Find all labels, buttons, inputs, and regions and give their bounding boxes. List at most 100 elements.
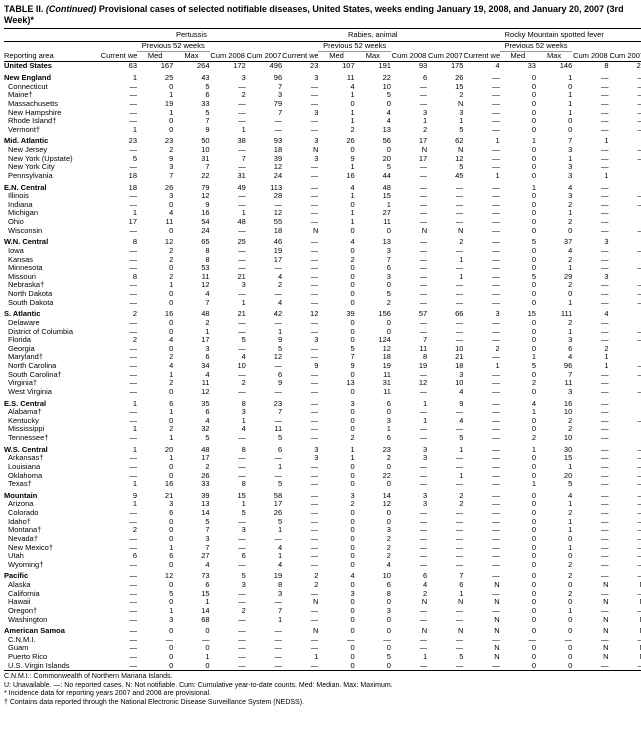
data-cell: 2 xyxy=(173,319,209,328)
footnote-line: * Incidence data for reporting years 200… xyxy=(4,690,641,698)
data-cell: 5 xyxy=(427,126,463,135)
data-cell: 0 xyxy=(318,227,354,236)
data-cell: 2 xyxy=(536,509,572,518)
data-cell: — xyxy=(609,201,641,210)
data-cell: 2 xyxy=(536,319,572,328)
data-cell: 1 xyxy=(609,273,641,282)
data-cell: 16 xyxy=(318,172,354,181)
data-cell: 18 xyxy=(101,184,137,193)
data-cell: 1 xyxy=(427,117,463,126)
data-cell: N xyxy=(609,616,641,625)
data-cell: 0 xyxy=(500,155,536,164)
data-cell: — xyxy=(609,590,641,599)
data-cell: 3 xyxy=(355,526,391,535)
data-cell: — xyxy=(609,109,641,118)
data-cell: N xyxy=(572,598,608,607)
data-cell: 6 xyxy=(101,552,137,561)
data-cell: N xyxy=(427,100,463,109)
area-cell: Arkansas† xyxy=(4,454,101,463)
data-cell: 1 xyxy=(536,463,572,472)
data-cell: 25 xyxy=(210,238,246,247)
table-row: New Hampshire—15—731433—01—— xyxy=(4,109,641,118)
area-cell: New York City xyxy=(4,163,101,172)
data-cell: 1 xyxy=(246,552,282,561)
data-cell: — xyxy=(391,509,427,518)
data-cell: — xyxy=(463,552,499,561)
data-cell: — xyxy=(609,446,641,455)
data-cell: 1 xyxy=(318,454,354,463)
data-cell: — xyxy=(282,273,318,282)
data-cell: — xyxy=(391,172,427,181)
data-cell: — xyxy=(101,281,137,290)
area-cell: Washington xyxy=(4,616,101,625)
disease-header-1: Pertussis xyxy=(101,28,282,42)
data-cell: 2 xyxy=(427,238,463,247)
table-row: District of Columbia—01—1—00———01—— xyxy=(4,328,641,337)
data-cell: — xyxy=(609,91,641,100)
data-cell: 14 xyxy=(173,509,209,518)
data-cell: 1 xyxy=(463,362,499,371)
data-cell: 0 xyxy=(536,552,572,561)
data-cell: 23 xyxy=(355,446,391,455)
data-cell: — xyxy=(318,636,354,645)
data-cell: 2 xyxy=(609,353,641,362)
data-cell: 8 xyxy=(101,238,137,247)
data-cell: 33 xyxy=(173,100,209,109)
data-cell: 0 xyxy=(318,425,354,434)
data-cell: — xyxy=(427,299,463,308)
data-cell: 2 xyxy=(137,273,173,282)
data-cell: 5 xyxy=(173,83,209,92)
data-cell: N xyxy=(609,598,641,607)
table-row: Florida241759301247——03—— xyxy=(4,336,641,345)
data-cell: 0 xyxy=(318,616,354,625)
footnotes: C.N.M.I.: Commonwealth of Northern Maria… xyxy=(4,673,641,707)
data-cell: 19 xyxy=(391,362,427,371)
area-cell: Pacific xyxy=(4,572,101,581)
data-cell: 0 xyxy=(500,472,536,481)
data-cell: 1 xyxy=(137,371,173,380)
data-cell: 1 xyxy=(463,137,499,146)
data-cell: 21 xyxy=(210,310,246,319)
data-cell: 1 xyxy=(609,163,641,172)
data-cell: 6 xyxy=(536,345,572,354)
data-cell: — xyxy=(572,126,608,135)
data-cell: 4 xyxy=(246,561,282,570)
table-row: Iowa—28—19—03———04—— xyxy=(4,247,641,256)
data-cell: — xyxy=(463,379,499,388)
table-row: Ohio1711544855—111———02—1 xyxy=(4,218,641,227)
data-cell: 6 xyxy=(355,400,391,409)
data-cell: — xyxy=(210,109,246,118)
data-cell: 12 xyxy=(246,353,282,362)
data-cell: 4 xyxy=(318,238,354,247)
data-cell: — xyxy=(572,425,608,434)
data-cell: 1 xyxy=(137,109,173,118)
data-cell: — xyxy=(463,91,499,100)
area-cell: South Dakota xyxy=(4,299,101,308)
data-cell: 0 xyxy=(500,417,536,426)
data-cell: — xyxy=(282,126,318,135)
data-cell: — xyxy=(427,192,463,201)
data-cell: 22 xyxy=(355,74,391,83)
data-cell: — xyxy=(463,463,499,472)
data-cell: — xyxy=(101,572,137,581)
data-cell: 264 xyxy=(173,62,209,71)
data-cell: 43 xyxy=(173,74,209,83)
data-cell: — xyxy=(282,636,318,645)
data-cell: — xyxy=(572,463,608,472)
data-cell: 1 xyxy=(318,192,354,201)
data-cell: — xyxy=(101,627,137,636)
data-cell: 0 xyxy=(355,616,391,625)
data-cell: 0 xyxy=(500,544,536,553)
data-cell: — xyxy=(427,425,463,434)
data-cell: — xyxy=(282,544,318,553)
data-cell: — xyxy=(609,362,641,371)
area-cell: United States xyxy=(4,62,101,71)
data-cell: 2 xyxy=(355,552,391,561)
data-cell: — xyxy=(101,518,137,527)
data-cell: 3 xyxy=(463,310,499,319)
data-cell: 0 xyxy=(318,264,354,273)
data-cell: — xyxy=(101,109,137,118)
table-row: Oklahoma—026———022—1—020—— xyxy=(4,472,641,481)
data-cell: — xyxy=(282,328,318,337)
data-cell: 6 xyxy=(355,434,391,443)
